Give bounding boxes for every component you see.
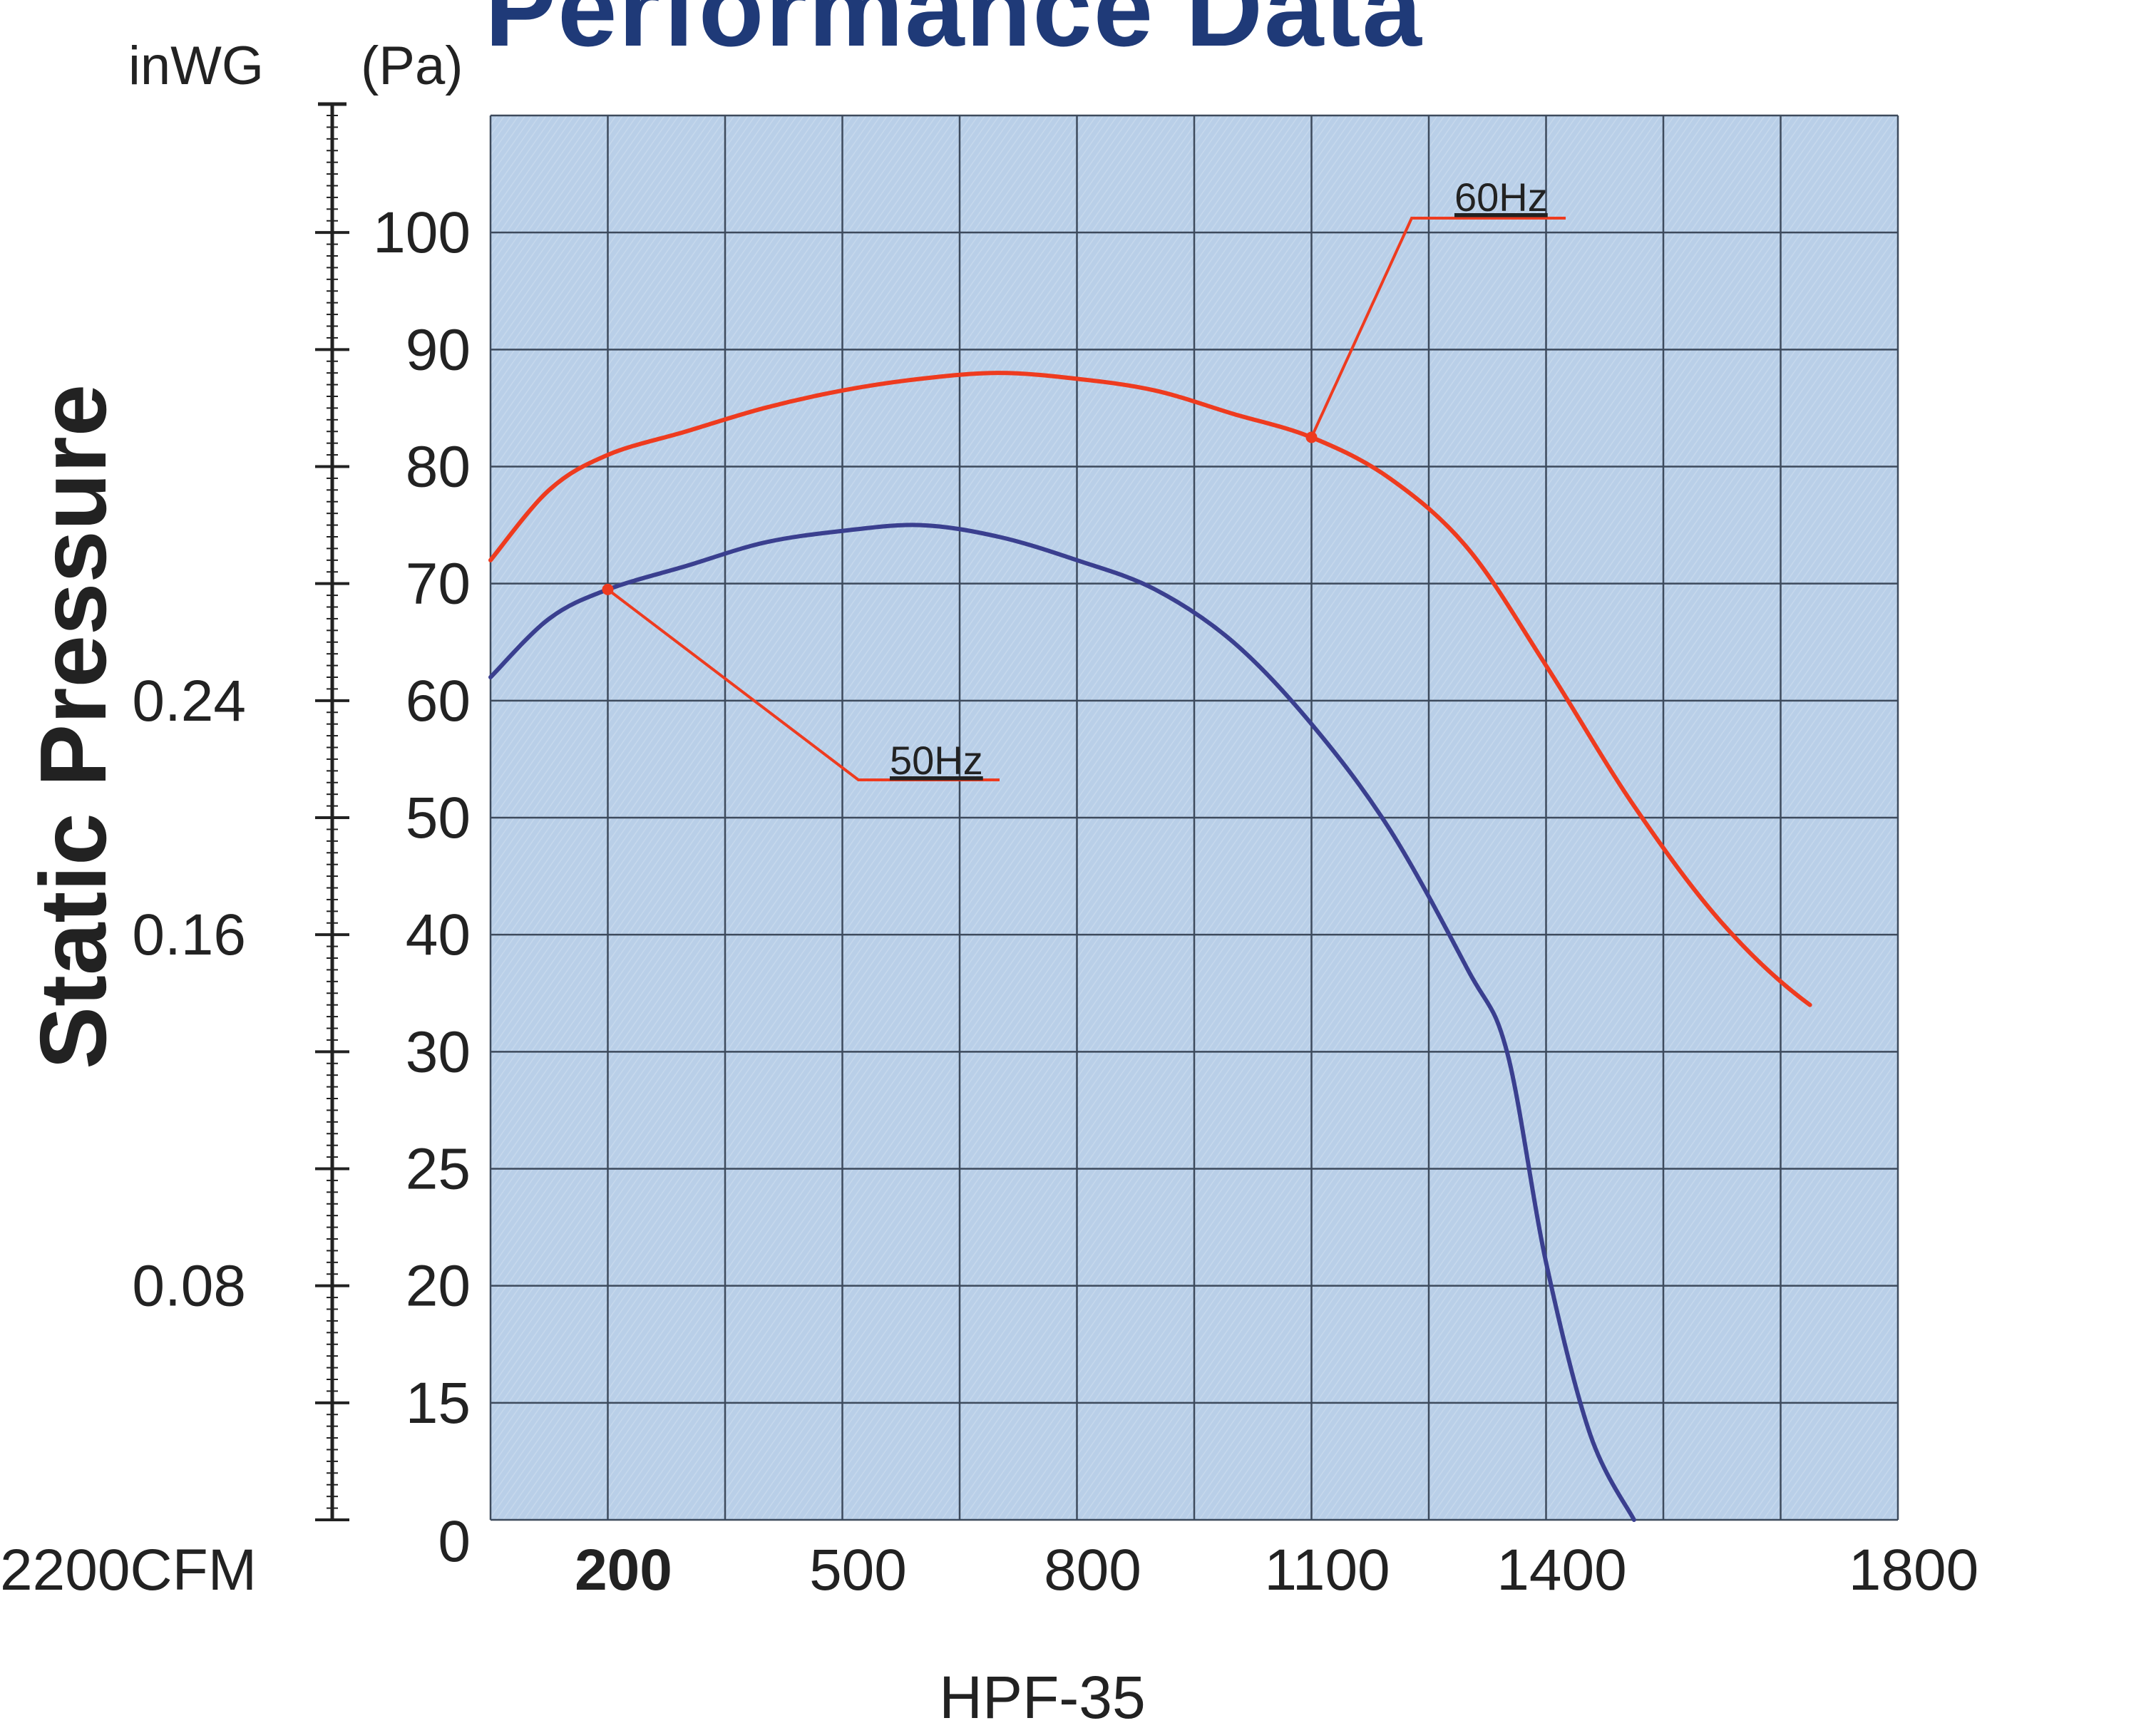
series-line-60hz	[488, 371, 1812, 1007]
y-tick-label-pa: 70	[406, 552, 471, 617]
y-tick-label-pa: 90	[406, 317, 471, 382]
y-tick-label-pa: 0	[438, 1509, 471, 1574]
annotation-group: 60Hz 50Hz	[602, 175, 1566, 783]
y-axis: 0 15 20 25 30 40 50 60 70 80 90 100 0.08 0.16 0.24 200 5…	[0, 102, 1978, 1603]
y-unit-pa: (Pa)	[361, 36, 463, 96]
annotation-leader-line	[607, 588, 1000, 781]
y-tick-label-inwg: 0.24	[132, 669, 246, 734]
x-tick-label: 2200CFM	[0, 1538, 257, 1603]
x-tick-label: 500	[809, 1538, 907, 1603]
y-tick-label-pa: 100	[373, 200, 471, 265]
x-tick-label: 800	[1044, 1538, 1141, 1603]
y-tick-label-inwg: 0.16	[132, 902, 246, 967]
y-tick-label-pa: 40	[406, 902, 471, 967]
page-title: Performance Data	[485, 0, 1423, 68]
y-tick-label-pa: 30	[406, 1019, 471, 1084]
model-label: HPF-35	[939, 1664, 1145, 1728]
x-tick-label: 1800	[1849, 1538, 1978, 1603]
y-axis-title: Static Pressure	[21, 384, 125, 1069]
x-tick-label: 200	[575, 1538, 672, 1603]
annotation-label-60hz: 60Hz	[1454, 175, 1548, 220]
annotation-leader-line	[1310, 217, 1566, 438]
y-tick-label-pa: 80	[406, 435, 471, 500]
y-tick-label-pa: 60	[406, 669, 471, 734]
x-tick-label: 1100	[1264, 1538, 1390, 1603]
y-tick-label-pa: 50	[406, 786, 471, 850]
y-tick-label-inwg: 0.08	[132, 1254, 246, 1319]
series-group	[488, 371, 1812, 1522]
annotation-label-50hz: 50Hz	[890, 738, 983, 783]
series-line-50hz	[488, 523, 1636, 1522]
y-tick-label-pa: 25	[406, 1137, 471, 1202]
grid	[489, 114, 1899, 1521]
x-tick-label: 1400	[1497, 1538, 1626, 1603]
y-unit-inwg: inWG	[128, 36, 264, 96]
y-tick-label-pa: 15	[406, 1371, 471, 1436]
y-tick-label-pa: 20	[406, 1254, 471, 1319]
